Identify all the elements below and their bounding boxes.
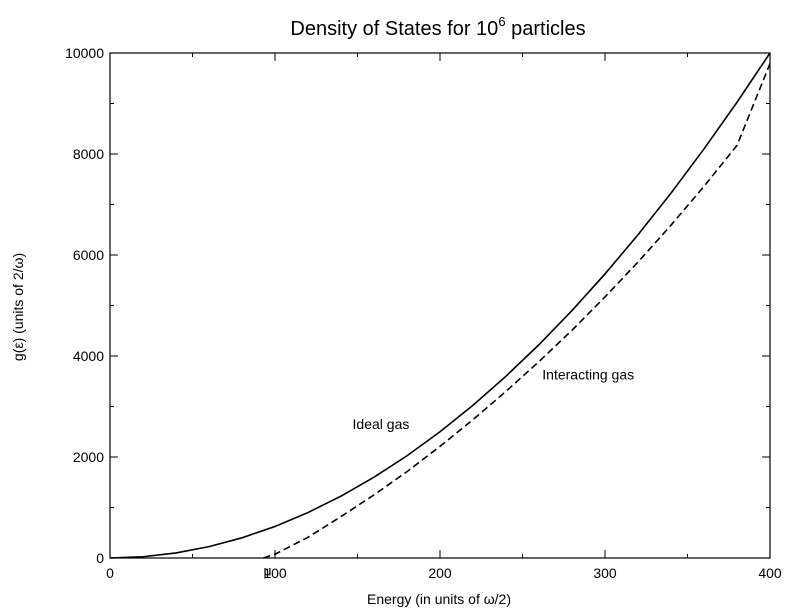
plot-frame [109, 52, 771, 559]
x-tick-label: 200 [428, 565, 452, 581]
y-axis-label: g(ε) (units of 2/ω) [10, 253, 26, 361]
y-tick-label: 10000 [65, 45, 104, 61]
ideal-gas-line [109, 52, 771, 559]
chart-title: Density of States for 106 particles [290, 14, 585, 40]
x-tick-label: 100 [263, 565, 287, 581]
interacting-gas-line [263, 63, 771, 559]
x-axis-label: Energy (in units of ω/2) [367, 591, 511, 607]
y-tick-label: 6000 [73, 247, 104, 263]
y-tick-label: 0 [96, 550, 104, 566]
x-tick-label: 400 [758, 565, 782, 581]
x-tick-label: 0 [106, 565, 114, 581]
plot-area: 0 100 200 300 4000200040006000800010000Ideal… [65, 45, 782, 581]
ideal-gas-annotation: Ideal gas [353, 416, 410, 432]
y-tick-label: 8000 [73, 146, 104, 162]
chart-title-superscript: 6 [498, 14, 505, 29]
y-tick-label: 2000 [73, 449, 104, 465]
mu-annotation: μ [263, 563, 271, 579]
chart-title-main: Density of States for 10 [290, 18, 498, 40]
y-tick-label: 4000 [73, 348, 104, 364]
interacting-gas-annotation: Interacting gas [542, 367, 634, 383]
x-tick-label: 300 [593, 565, 617, 581]
chart-title-suffix: particles [506, 18, 586, 40]
